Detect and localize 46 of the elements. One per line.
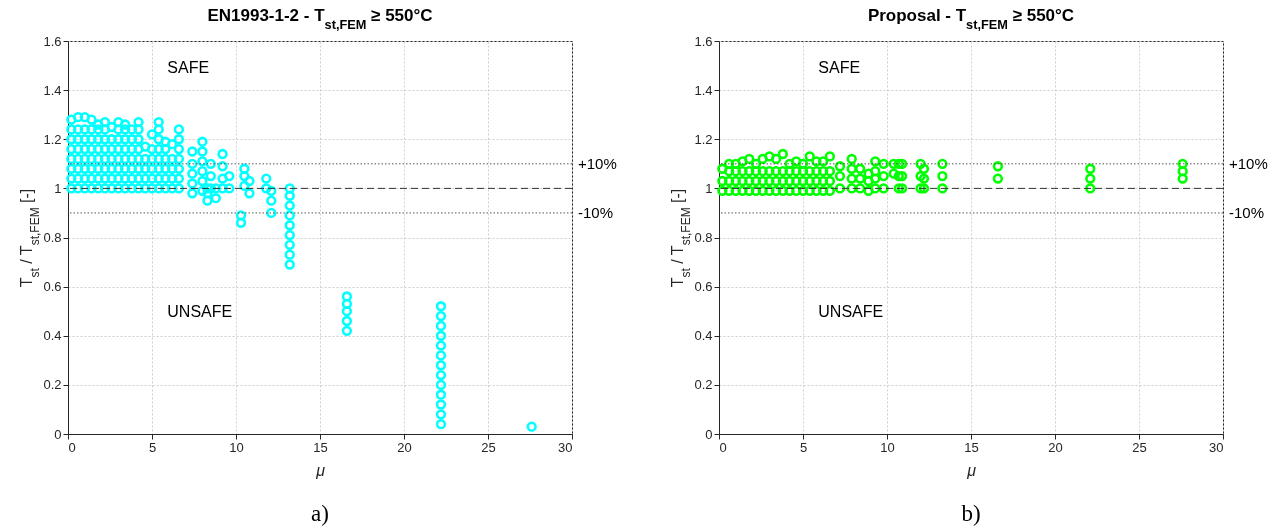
y-tick-label: 1.2 [694,131,713,147]
x-tick-label: 30 [558,439,573,455]
x-tick-label: 0 [68,439,76,455]
x-tick-label: 5 [799,439,808,455]
text: -10% [578,203,614,221]
annotation: UNSAFE [167,303,233,321]
x-tick-label: 10 [880,439,895,455]
x-tick-label: 5 [148,439,157,455]
x-tick-label: 25 [1132,439,1147,455]
y-tick-label: 1.4 [694,82,713,98]
annotation: SAFE [818,59,861,77]
y-tick-label: 1.2 [43,131,62,147]
y-tick-label: 1.6 [43,33,62,49]
text: +10% [578,154,617,172]
y-tick-label: 0.2 [43,377,62,393]
x-tick-label: 15 [313,439,328,455]
y-tick-label: 1.6 [694,33,713,49]
y-tick-label: 0.8 [694,230,713,245]
y-tick-label: 0.4 [694,328,713,344]
y-tick-label: 1 [705,180,713,196]
text: -10% [1229,203,1265,221]
y-tick-label: 1.4 [43,82,62,98]
x-tick-label: 10 [229,439,244,455]
text: +10% [1229,154,1268,172]
x-tick-label: 15 [964,439,979,455]
chart-title: Proposal - T$_{st,FEM}$ ≥ 550°C [867,6,1075,32]
x-tick-label: 25 [481,439,496,455]
y-tick-label: 0 [54,426,62,442]
y-tick-label: 0 [705,426,713,442]
x-tick-label: 20 [1048,439,1063,455]
x-tick-label: 30 [1209,439,1224,455]
y-tick-label: 1 [54,180,62,196]
text: b) [961,501,981,526]
y-tick-label: 0.2 [694,377,713,393]
y-tick-label: 0.4 [43,328,62,344]
y-tick-label: 0.6 [43,279,62,295]
x-tick-label: 0 [719,439,727,455]
y-tick-label: 0.8 [43,230,62,245]
text: a) [311,501,329,526]
chart-title: EN1993-1-2 - T$_{st,FEM}$ ≥ 550°C [207,6,433,32]
x-axis-title: μ [966,461,977,479]
annotation: SAFE [167,59,210,77]
y-tick-label: 0.6 [694,279,713,295]
annotation: UNSAFE [818,303,884,321]
x-axis-title: μ [315,461,326,479]
x-tick-label: 20 [397,439,412,455]
